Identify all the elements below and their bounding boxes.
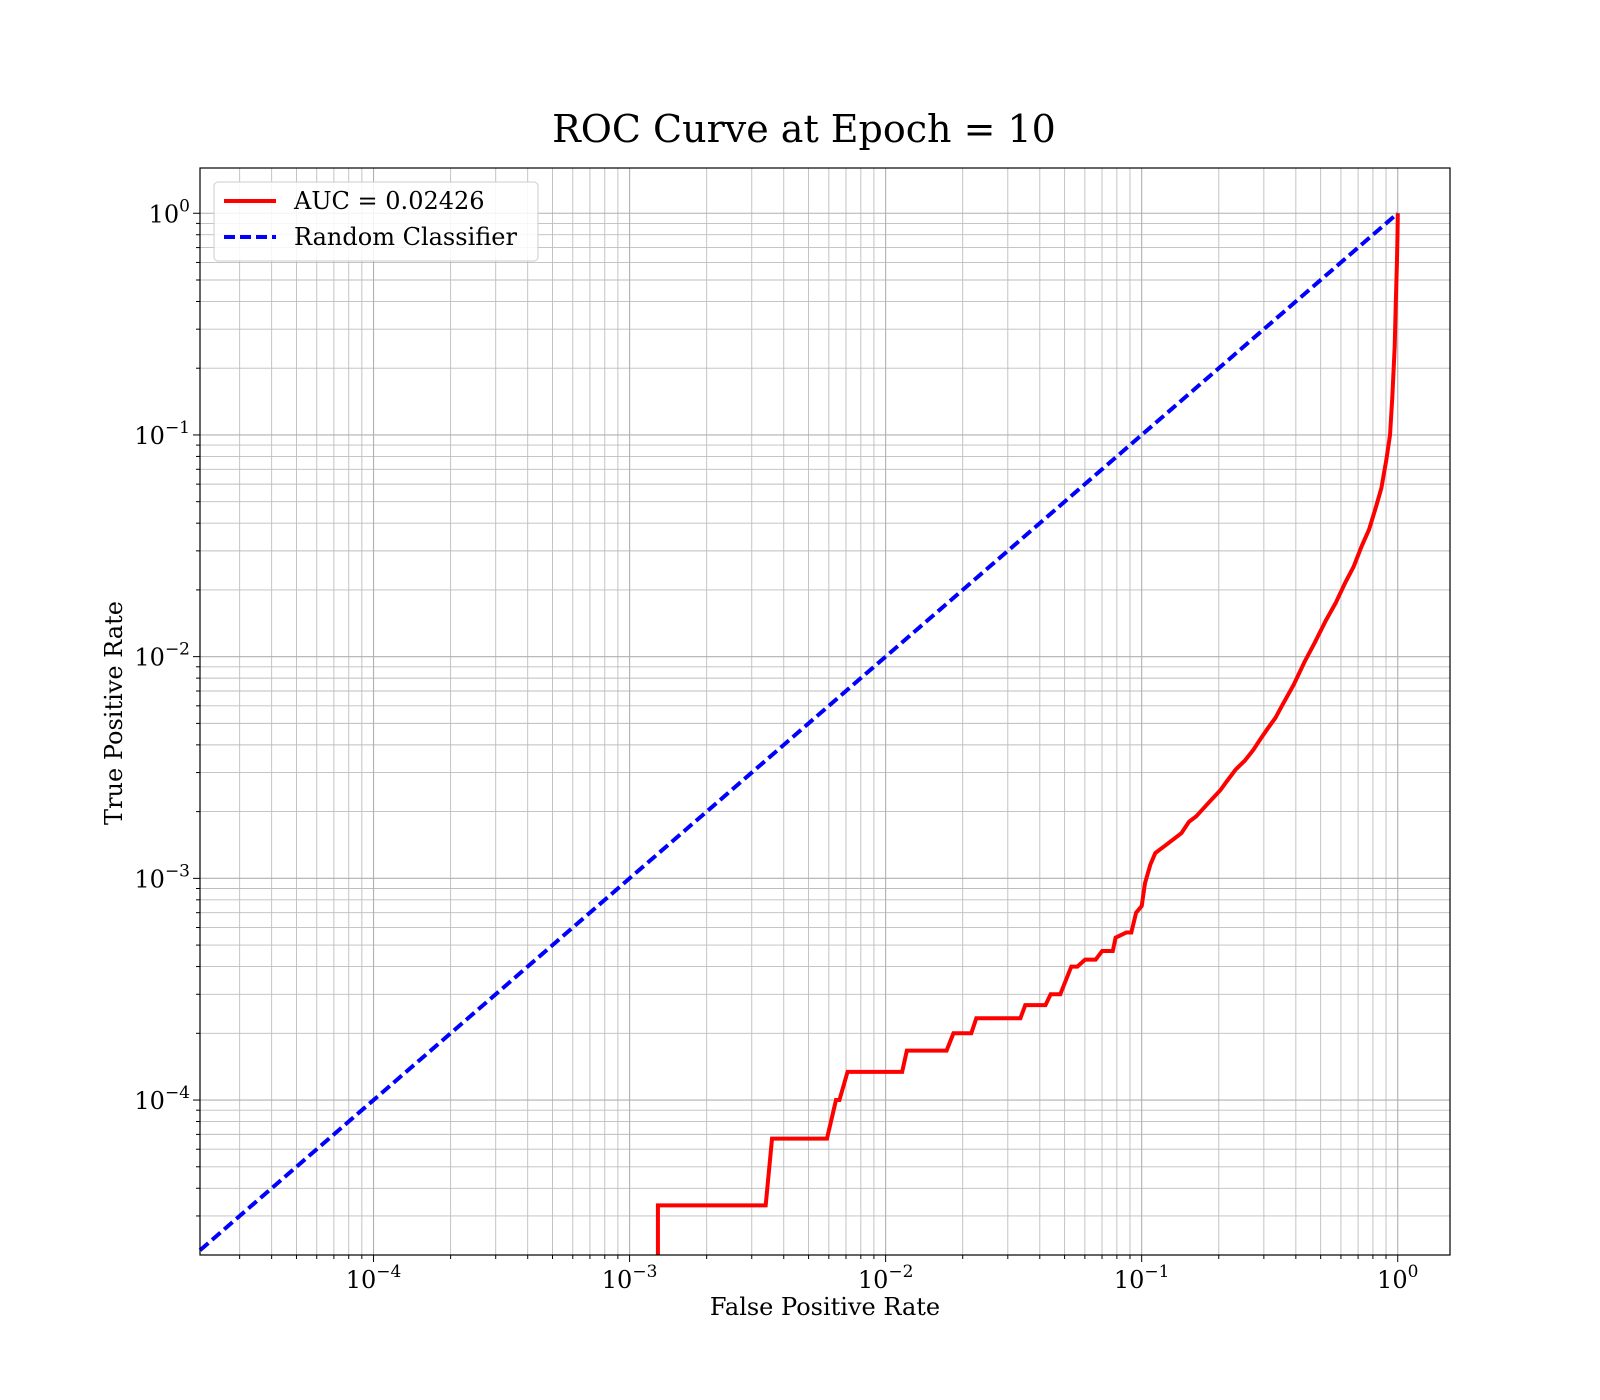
x-axis-ticks: 10−4 10−3 10−2 10−1 100	[346, 1262, 1419, 1294]
x-tick-label: 10−4	[346, 1262, 402, 1294]
x-tick-label: 10−3	[602, 1262, 658, 1294]
plot-area	[193, 167, 1451, 1262]
chart-title: ROC Curve at Epoch = 10	[552, 107, 1056, 151]
minor-gridlines	[196, 168, 1450, 1259]
x-tick-label: 10−1	[1114, 1262, 1170, 1294]
y-tick-label: 10−4	[134, 1083, 190, 1115]
legend-label-random: Random Classifier	[294, 223, 517, 251]
x-tick-label: 10−2	[858, 1262, 914, 1294]
legend-label-auc: AUC = 0.02426	[293, 187, 485, 215]
y-tick-label: 100	[149, 196, 190, 228]
y-tick-label: 10−1	[134, 418, 190, 450]
x-tick-label: 100	[1377, 1262, 1418, 1294]
series-layer	[198, 211, 1400, 1255]
y-axis-ticks: 10−4 10−3 10−2 10−1 100	[134, 196, 190, 1115]
roc-curve-line	[655, 213, 1400, 1255]
y-tick-label: 10−3	[134, 861, 190, 893]
y-axis-label: True Positive Rate	[100, 601, 128, 825]
plot-frame	[199, 167, 1451, 1256]
y-tick-label: 10−2	[134, 640, 190, 672]
x-axis-label: False Positive Rate	[710, 1293, 940, 1321]
random-classifier-line	[198, 211, 1400, 1252]
legend: AUC = 0.02426 Random Classifier	[213, 181, 539, 262]
legend-box	[213, 181, 539, 262]
